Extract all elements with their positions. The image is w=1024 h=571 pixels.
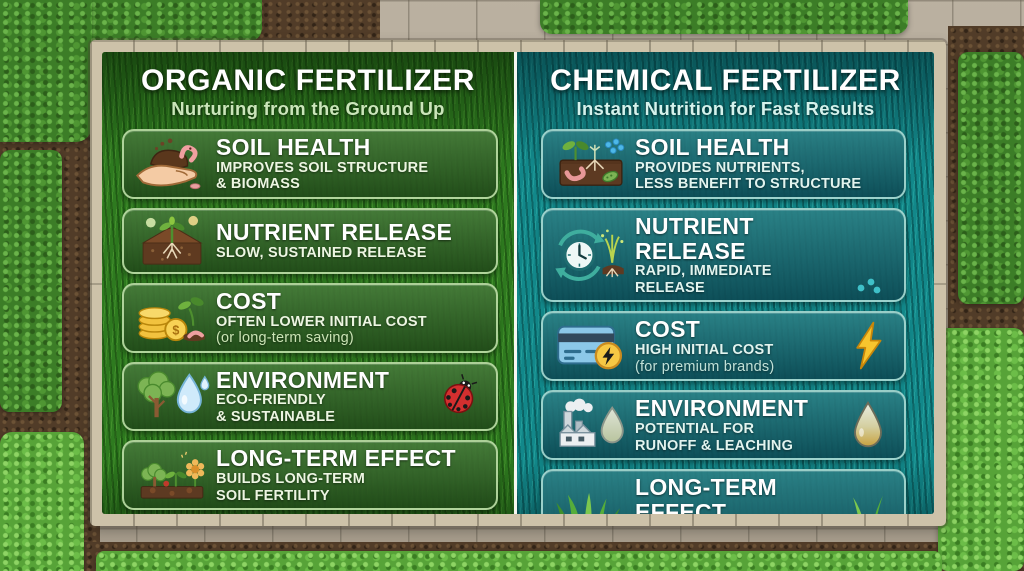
card-text: NUTRIENT RELEASE RAPID, IMMEDIATE RELEAS… — [633, 212, 842, 297]
card-title: LONG-TERM EFFECT — [216, 445, 456, 472]
card-line: BUILDS LONG-TERM — [216, 471, 365, 488]
card-line: PROVIDES NUTRIENTS, — [635, 159, 805, 176]
card-title: NUTRIENT RELEASE — [216, 219, 453, 246]
hedge-left-middle — [0, 150, 62, 412]
factory-runoff-drop-icon — [549, 398, 633, 452]
hedge-bottom-left — [0, 432, 84, 571]
murky-drop-icon — [842, 399, 894, 451]
card-line: IMPROVES SOIL STRUCTURE — [216, 159, 429, 176]
organic-subtitle: Nurturing from the Ground Up — [171, 97, 445, 119]
card-line: SOIL FERTILITY — [216, 487, 330, 504]
hedge-top-right — [540, 0, 908, 34]
svg-text:$: $ — [172, 323, 179, 337]
garden-flowers-icon — [130, 448, 214, 502]
card-line: RAPID, IMMEDIATE RELEASE — [635, 263, 772, 296]
sparse-grass-icon — [842, 490, 894, 514]
grass-tuft-icon — [549, 489, 633, 514]
organic-card-soil-health: SOIL HEALTH IMPROVES SOIL STRUCTURE & BI… — [122, 128, 498, 199]
chemical-title: CHEMICAL FERTILIZER — [550, 64, 901, 97]
chemical-panel: CHEMICAL FERTILIZER Instant Nutrition fo… — [517, 52, 934, 514]
chemical-card-list: SOIL HEALTH PROVIDES NUTRIENTS, LESS BEN… — [517, 128, 934, 514]
card-title: SOIL HEALTH — [635, 133, 790, 160]
card-title: LONG-TERM EFFECT — [635, 474, 777, 514]
chemical-card-environment: ENVIRONMENT POTENTIAL FOR RUNOFF & LEACH… — [541, 390, 906, 461]
hedge-right-lower — [938, 328, 1024, 571]
card-title: ENVIRONMENT — [635, 395, 809, 422]
card-title: SOIL HEALTH — [216, 133, 371, 160]
panel-divider — [514, 52, 517, 514]
hedge-right-upper — [958, 52, 1024, 304]
chemical-subtitle: Instant Nutrition for Fast Results — [576, 97, 875, 119]
seedling-soil-nutrients-icon — [549, 137, 633, 191]
card-text: ENVIRONMENT ECO-FRIENDLY & SUSTAINABLE — [214, 366, 434, 426]
card-title: COST — [216, 287, 282, 314]
clock-fast-release-icon — [549, 228, 633, 282]
organic-card-long-term-effect: LONG-TERM EFFECT BUILDS LONG-TERM SOIL F… — [122, 440, 498, 511]
organic-title: ORGANIC FERTILIZER — [140, 64, 476, 97]
chemical-card-long-term-effect: LONG-TERM EFFECT NEEDS REGULAR RE-APPLIC… — [541, 469, 906, 514]
card-line: HIGH INITIAL COST — [635, 342, 774, 359]
dirt-strip-top — [248, 0, 380, 46]
card-text: NUTRIENT RELEASE SLOW, SUSTAINED RELEASE — [214, 220, 486, 261]
card-title: NUTRIENT RELEASE — [635, 212, 754, 264]
card-text: SOIL HEALTH IMPROVES SOIL STRUCTURE & BI… — [214, 135, 486, 193]
card-line: ECO-FRIENDLY — [216, 392, 326, 409]
card-line: & BIOMASS — [216, 176, 300, 193]
organic-card-cost: $ COST OFTEN LOWER INITIAL COST (or long… — [122, 282, 498, 353]
organic-card-nutrient-release: NUTRIENT RELEASE SLOW, SUSTAINED RELEASE — [122, 207, 498, 274]
nutrient-dots-icon — [842, 274, 894, 296]
lawn-area: ORGANIC FERTILIZER Nurturing from the Gr… — [102, 52, 934, 514]
card-line: SLOW, SUSTAINED RELEASE — [216, 244, 427, 261]
hedge-top-left-corner — [0, 0, 92, 142]
card-text: ENVIRONMENT POTENTIAL FOR RUNOFF & LEACH… — [633, 396, 842, 454]
coins-sprout-worm-icon: $ — [130, 291, 214, 345]
card-line: & SUSTAINABLE — [216, 408, 336, 425]
card-note: (or long-term saving) — [216, 330, 354, 347]
card-line: LESS BENEFIT TO STRUCTURE — [635, 176, 862, 193]
card-title: ENVIRONMENT — [216, 366, 390, 393]
chemical-card-soil-health: SOIL HEALTH PROVIDES NUTRIENTS, LESS BEN… — [541, 128, 906, 199]
lightning-bolt-icon — [842, 320, 894, 372]
card-line: POTENTIAL FOR — [635, 421, 755, 438]
card-text: SOIL HEALTH PROVIDES NUTRIENTS, LESS BEN… — [633, 135, 894, 193]
organic-panel: ORGANIC FERTILIZER Nurturing from the Gr… — [102, 52, 514, 514]
card-text: LONG-TERM EFFECT NEEDS REGULAR RE-APPLIC… — [633, 475, 842, 514]
credit-card-bolt-icon — [549, 319, 633, 373]
chemical-header: CHEMICAL FERTILIZER Instant Nutrition fo… — [517, 52, 934, 119]
chemical-card-nutrient-release: NUTRIENT RELEASE RAPID, IMMEDIATE RELEAS… — [541, 207, 906, 303]
card-line: OFTEN LOWER INITIAL COST — [216, 313, 427, 330]
hedge-bottom-strip — [96, 551, 942, 571]
card-note: (for premium brands) — [635, 358, 775, 375]
card-line: RUNOFF & LEACHING — [635, 437, 794, 454]
card-text: LONG-TERM EFFECT BUILDS LONG-TERM SOIL F… — [214, 446, 486, 504]
hand-soil-worm-icon — [130, 137, 214, 191]
chemical-card-cost: COST HIGH INITIAL COST (for premium bran… — [541, 311, 906, 382]
card-text: COST HIGH INITIAL COST (for premium bran… — [633, 317, 842, 375]
soil-roots-plant-icon — [130, 214, 214, 268]
organic-card-environment: ENVIRONMENT ECO-FRIENDLY & SUSTAINABLE — [122, 361, 498, 432]
tree-water-drop-icon — [130, 369, 214, 423]
ladybug-icon — [434, 374, 486, 417]
organic-header: ORGANIC FERTILIZER Nurturing from the Gr… — [102, 52, 514, 119]
organic-card-list: SOIL HEALTH IMPROVES SOIL STRUCTURE & BI… — [102, 128, 514, 511]
card-text: COST OFTEN LOWER INITIAL COST (or long-t… — [214, 287, 486, 347]
card-title: COST — [635, 316, 701, 343]
